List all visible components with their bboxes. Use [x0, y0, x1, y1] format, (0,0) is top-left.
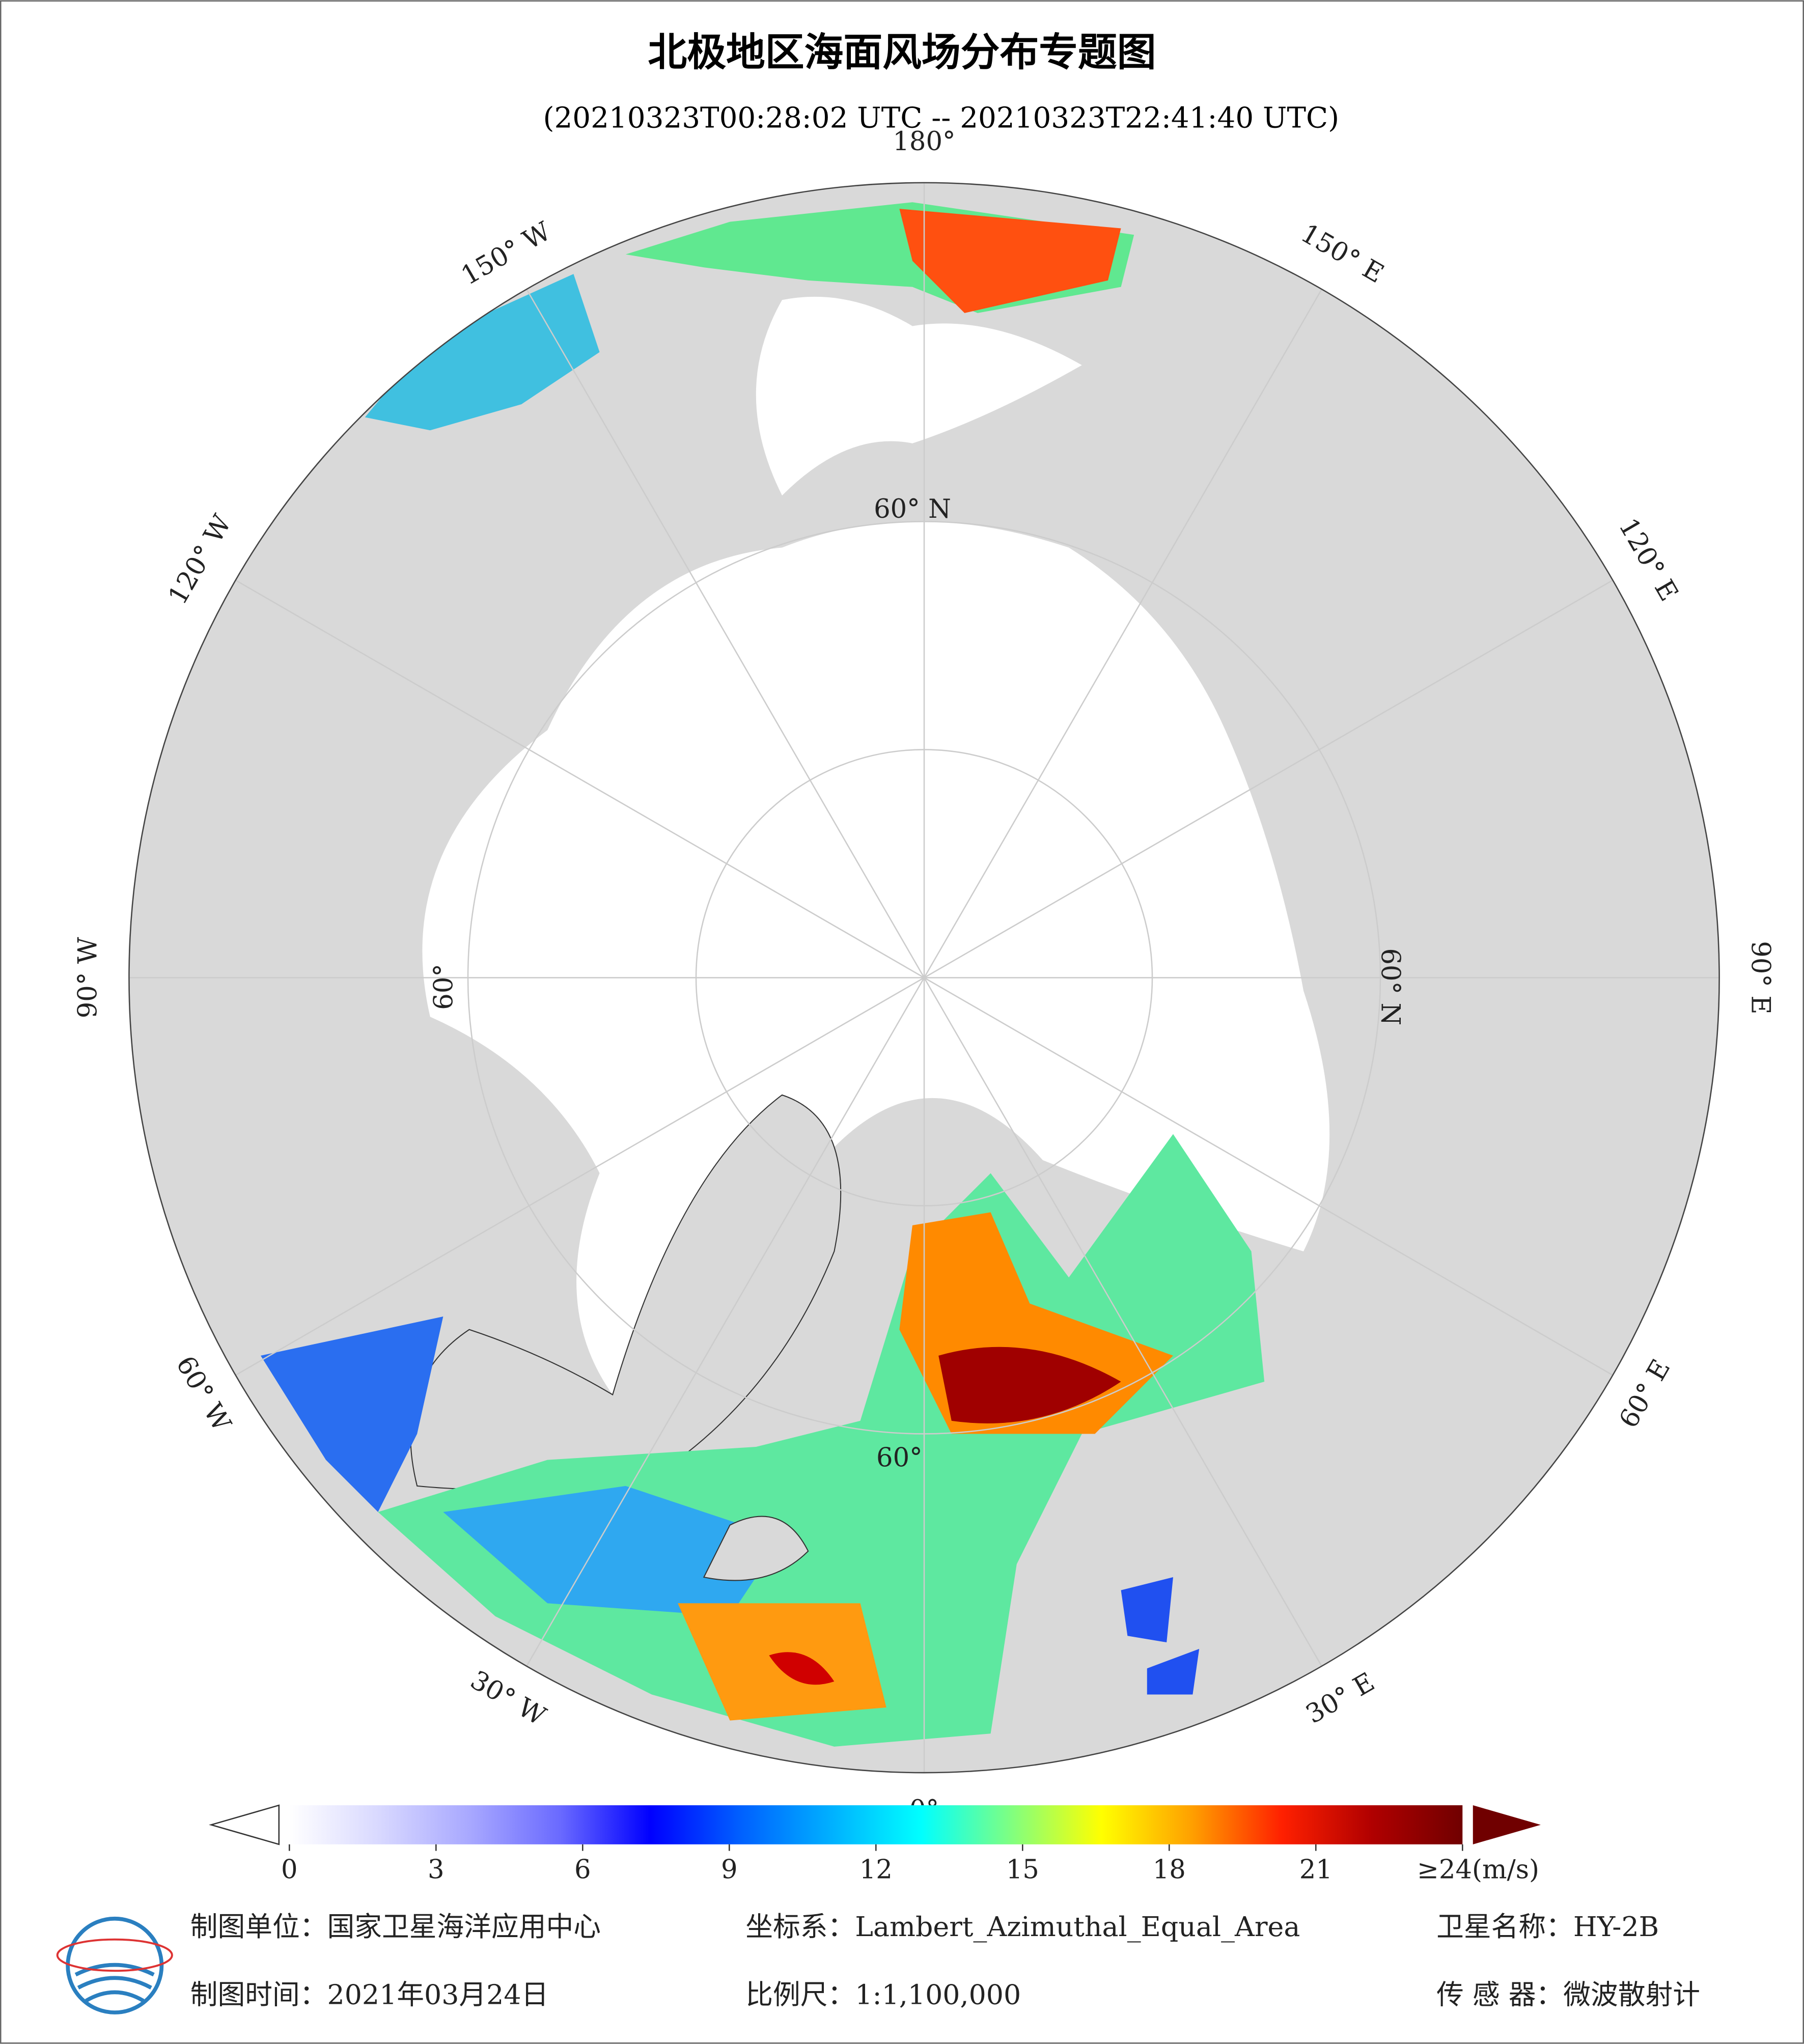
wind-field [938, 1347, 1121, 1423]
colorbar-tick-label: 18 [1153, 1855, 1186, 1885]
footer-crs: 坐标系：Lambert_Azimuthal_Equal_Area [745, 1911, 1300, 1943]
map-disc [129, 182, 1719, 1773]
bering-sea [756, 296, 1082, 496]
wind-field [1121, 1577, 1200, 1695]
colorbar-over [1473, 1805, 1541, 1844]
wind-field [443, 1486, 782, 1616]
longitude-label: 180° [893, 126, 955, 157]
footer-unit: 制图单位：国家卫星海洋应用中心 [190, 1911, 601, 1943]
latitude-label: 60° [429, 964, 459, 1010]
meridian [923, 289, 1322, 978]
latitude-label: 60° N [1375, 948, 1405, 1025]
footer-sensor: 传 感 器：微波散射计 [1436, 1978, 1700, 2010]
colorbar-tick-label: 6 [574, 1855, 591, 1885]
colorbar-under [209, 1804, 280, 1845]
meridian [924, 579, 1614, 978]
colorbar-tick-label: ≥24(m/s) [1417, 1855, 1539, 1885]
subtitle: (20210323T00:28:02 UTC -- 20210323T22:41… [543, 102, 1340, 135]
longitude-label: 90° W [73, 937, 103, 1018]
title: 北极地区海面风场分布专题图 [648, 30, 1156, 75]
colorbar-tick-label: 9 [721, 1855, 738, 1885]
wind-field [260, 1317, 443, 1513]
meridian [923, 977, 1322, 1667]
colorbar [289, 1805, 1463, 1844]
wind-field [899, 209, 1121, 313]
graticule [129, 182, 1719, 1773]
latitude-label: 60° [876, 1443, 923, 1473]
meridian [526, 977, 925, 1667]
colorbar-tick-label: 3 [428, 1855, 445, 1885]
footer-satellite: 卫星名称：HY-2B [1436, 1911, 1659, 1943]
colorbar-tick-label: 15 [1006, 1855, 1039, 1885]
map-border [128, 182, 1720, 1774]
colorbar-tick-label: 21 [1299, 1855, 1333, 1885]
wind-field [769, 1652, 835, 1685]
greenland [410, 1094, 842, 1490]
colorbar-tick-label: 12 [859, 1855, 893, 1885]
logo [56, 1916, 173, 2014]
latitude-label: 60° N [874, 494, 951, 524]
iceland [703, 1516, 809, 1581]
arctic-ocean [422, 521, 1330, 1395]
footer-date: 制图时间：2021年03月24日 [190, 1978, 549, 2010]
meridian [924, 977, 1614, 1376]
meridian [526, 289, 925, 978]
colorbar-tick-label: 0 [281, 1855, 298, 1885]
meridian [235, 977, 925, 1376]
footer-scale: 比例尺：1:1,100,000 [745, 1978, 1021, 2010]
meridian [235, 579, 925, 978]
longitude-label: 90° E [1745, 941, 1775, 1014]
